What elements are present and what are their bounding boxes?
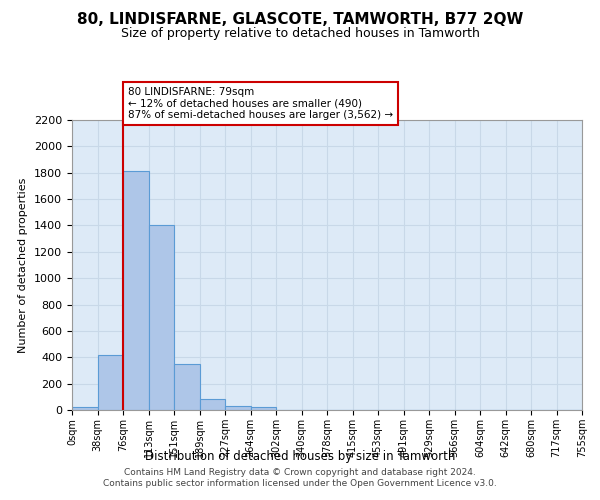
Bar: [251, 407, 276, 410]
Text: Size of property relative to detached houses in Tamworth: Size of property relative to detached ho…: [121, 28, 479, 40]
Text: Contains HM Land Registry data © Crown copyright and database right 2024.
Contai: Contains HM Land Registry data © Crown c…: [103, 468, 497, 487]
Bar: [97, 354, 123, 410]
Bar: [225, 406, 251, 410]
Y-axis label: Number of detached properties: Number of detached properties: [19, 178, 28, 352]
Text: Distribution of detached houses by size in Tamworth: Distribution of detached houses by size …: [145, 450, 455, 463]
Text: 80 LINDISFARNE: 79sqm
← 12% of detached houses are smaller (490)
87% of semi-det: 80 LINDISFARNE: 79sqm ← 12% of detached …: [128, 87, 393, 120]
Bar: [123, 172, 149, 410]
Text: 80, LINDISFARNE, GLASCOTE, TAMWORTH, B77 2QW: 80, LINDISFARNE, GLASCOTE, TAMWORTH, B77…: [77, 12, 523, 28]
Bar: [199, 400, 225, 410]
Bar: [174, 364, 199, 410]
Bar: [72, 408, 97, 410]
Bar: [149, 226, 174, 410]
